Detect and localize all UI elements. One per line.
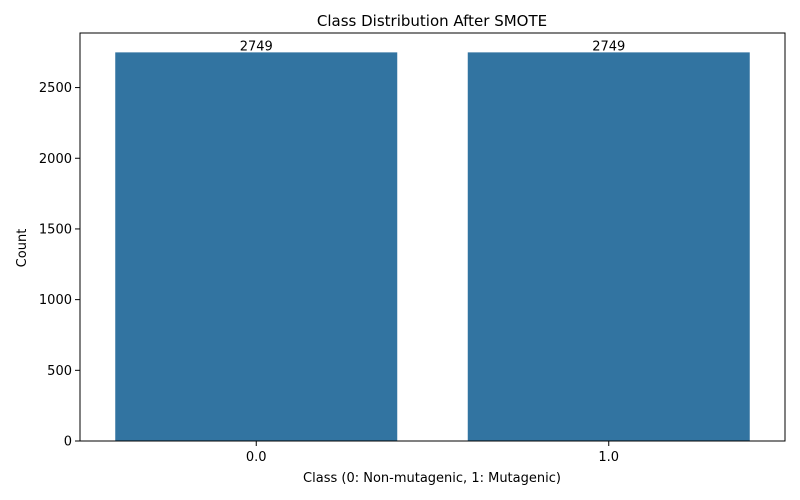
plot-frame	[79, 32, 786, 442]
y-tick-label: 2000	[39, 152, 72, 167]
y-tick-label: 0	[64, 435, 72, 450]
data-label: 2749	[592, 39, 625, 54]
y-tick-label: 1000	[39, 293, 72, 308]
x-tick-label: 1.0	[598, 450, 619, 465]
bar	[467, 52, 750, 442]
y-axis-label: Count	[15, 229, 30, 268]
y-tick-label: 2500	[39, 81, 72, 96]
x-tick-label: 0.0	[246, 450, 267, 465]
bar	[115, 52, 398, 442]
y-tick-label: 500	[47, 364, 72, 379]
chart-title: Class Distribution After SMOTE	[317, 12, 547, 30]
x-axis-label: Class (0: Non-mutagenic, 1: Mutagenic)	[303, 471, 561, 486]
y-tick-label: 1500	[39, 222, 72, 237]
data-label: 2749	[240, 39, 273, 54]
